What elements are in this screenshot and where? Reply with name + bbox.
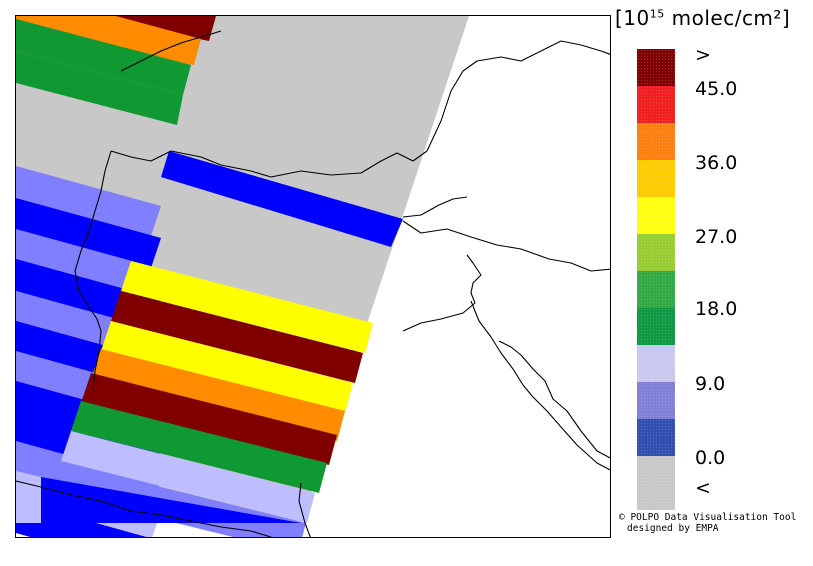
- colorbar-tick-label: <: [695, 477, 711, 499]
- coastline-croatia: [498, 340, 610, 459]
- stripe-orange-top: [16, 16, 201, 65]
- colorbar-swatch: [637, 86, 675, 123]
- coastlines: [16, 30, 610, 537]
- credit-line-2: designed by EMPA: [627, 523, 719, 534]
- colorbar: [637, 49, 675, 510]
- colorbar-swatch: [637, 382, 675, 419]
- border-switzerland: [110, 150, 428, 178]
- unit-label: [1015 molec/cm²]: [615, 6, 790, 30]
- stripe-green-1: [16, 19, 191, 95]
- coastline-italy-west: [470, 300, 610, 471]
- stripe-mid: [101, 321, 353, 413]
- border-slovenia: [402, 196, 468, 218]
- border-north: [120, 30, 222, 72]
- colorbar-tick-label: >: [695, 44, 711, 66]
- stripe-green-2: [16, 51, 183, 125]
- colorbar-swatch: [637, 234, 675, 271]
- unit-exponent: 15: [649, 7, 665, 21]
- colorbar-swatch: [637, 419, 675, 456]
- stripe-mid: [61, 431, 315, 523]
- coastline-adriatic-east: [402, 220, 610, 272]
- unit-prefix: [10: [615, 6, 650, 30]
- stripe-mid: [91, 349, 345, 441]
- colorbar-swatch: [637, 456, 675, 510]
- stripe-mid: [111, 291, 363, 383]
- colorbar-swatch: [637, 271, 675, 308]
- satellite-swaths: [16, 16, 469, 537]
- colorbar-swatch: [637, 197, 675, 234]
- colorbar-swatch: [637, 123, 675, 160]
- stripe-mid: [71, 401, 327, 493]
- stripe-mid: [121, 261, 373, 353]
- colorbar-swatch: [637, 345, 675, 382]
- colorbar-tick-label: 0.0: [695, 447, 726, 469]
- colorbar-swatch: [637, 308, 675, 345]
- stripe-mid: [81, 373, 337, 465]
- stripe-blue-swiss: [161, 151, 403, 247]
- colorbar-tick-label: 18.0: [695, 298, 738, 320]
- coastline-italy-north: [402, 254, 482, 332]
- credit: © POLPO Data Visualisation Tool designed…: [619, 512, 796, 534]
- stripe-light-bottom: [16, 471, 41, 523]
- colorbar-tick-label: 9.0: [695, 373, 726, 395]
- stripe-blue-left: [16, 166, 161, 236]
- colorbar-tick-label: 36.0: [695, 152, 738, 174]
- map-canvas: [16, 16, 610, 537]
- coastline-france-south: [16, 480, 272, 537]
- colorbar-swatch: [637, 160, 675, 197]
- colorbar-tick-label: 45.0: [695, 78, 738, 100]
- border-alpine: [74, 150, 112, 392]
- colorbar-swatch: [637, 49, 675, 86]
- credit-line-1: © POLPO Data Visualisation Tool: [619, 512, 797, 523]
- border-austria: [426, 40, 610, 152]
- stripe-blue-bottom: [41, 477, 301, 523]
- colorbar-tick-label: 27.0: [695, 226, 738, 248]
- unit-suffix: molec/cm²]: [664, 6, 791, 30]
- map-panel[interactable]: [15, 15, 611, 538]
- coastline-ligurian: [298, 482, 311, 537]
